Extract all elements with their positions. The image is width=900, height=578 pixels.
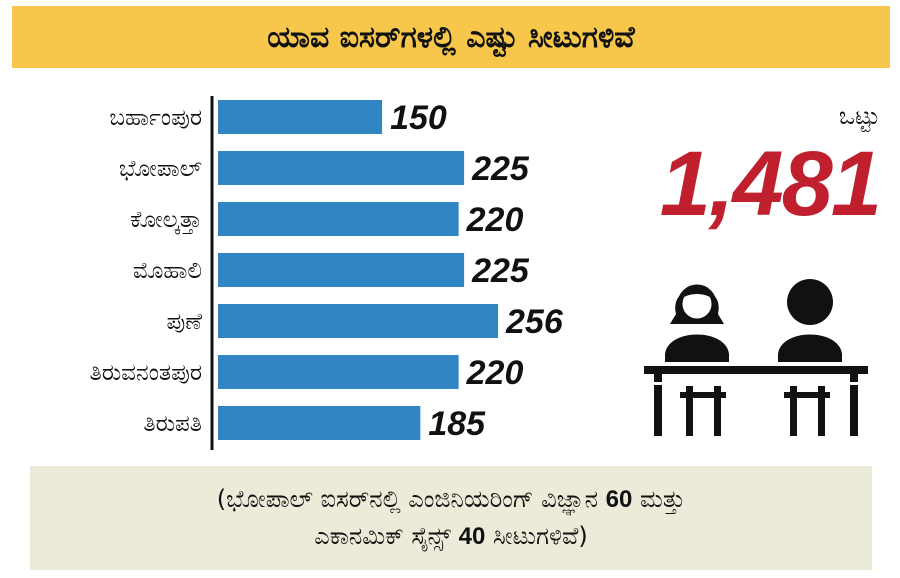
bar [218, 151, 465, 185]
bar [218, 100, 383, 134]
category-label: ಮೊಹಾಲಿ [133, 258, 202, 284]
note-text: (ಭೋಪಾಲ್ ಐಸರ್‌ನಲ್ಲಿ ಎಂಜಿನಿಯರಿಂಗ್ ವಿಜ್ಞಾನ [216, 484, 606, 513]
note-box: (ಭೋಪಾಲ್ ಐಸರ್‌ನಲ್ಲಿ ಎಂಜಿನಿಯರಿಂಗ್ ವಿಜ್ಞಾನ … [30, 466, 872, 570]
category-label: ಪುಣೆ [167, 309, 203, 335]
boy-student-icon [778, 279, 842, 362]
category-label: ಕೋಲ್ಕತ್ತಾ [130, 207, 202, 234]
data-label: 150 [390, 99, 447, 137]
category-label: ತಿರುವನಂತಪುರ [90, 360, 203, 386]
category-label: ತಿರುಪತಿ [143, 411, 202, 437]
category-label: ಬರ್ಹಾಂಪುರ [109, 105, 202, 131]
note-number: 40 [458, 523, 486, 550]
total-label: ಒಟ್ಟು [838, 102, 880, 130]
category-label: ಭೋಪಾಲ್ [119, 156, 202, 182]
chart-title: ಯಾವ ಐಸರ್‌ಗಳಲ್ಲಿ ಎಷ್ಟು ಸೀಟುಗಳಿವೆ [267, 19, 635, 55]
data-label: 225 [471, 252, 530, 290]
data-label: 225 [471, 150, 530, 188]
data-label: 185 [428, 405, 486, 443]
note-line-1: (ಭೋಪಾಲ್ ಐಸರ್‌ನಲ್ಲಿ ಎಂಜಿನಿಯರಿಂಗ್ ವಿಜ್ಞಾನ … [217, 481, 685, 518]
data-label: 220 [466, 201, 524, 239]
girl-student-icon [665, 284, 729, 362]
students-at-desks-illustration [644, 279, 868, 436]
bar [218, 202, 459, 236]
data-label: 220 [466, 354, 524, 392]
total-value: 1,481 [659, 133, 882, 235]
bar [218, 355, 459, 389]
bar [218, 304, 498, 338]
note-text: ಸೀಟುಗಳಿವೆ) [485, 522, 588, 550]
bar-chart: ಬರ್ಹಾಂಪುರ 150 ಭೋಪಾಲ್ 225 ಕೋಲ್ಕತ್ತಾ 220 ಮೊಹಾಲಿ 2… [90, 96, 564, 450]
data-label: 256 [505, 303, 564, 341]
note-line-2: ಎಕಾನಮಿಕ್ ಸೈನ್ಸ್ 40 ಸೀಟುಗಳಿವೆ) [314, 518, 588, 555]
bar [218, 253, 465, 287]
note-number: 60 [605, 485, 633, 513]
bar [218, 406, 421, 440]
note-text: ಮತ್ತು [632, 484, 686, 513]
note-text: ಎಕಾನಮಿಕ್ ಸೈನ್ಸ್ [314, 522, 459, 550]
title-banner: ಯಾವ ಐಸರ್‌ಗಳಲ್ಲಿ ಎಷ್ಟು ಸೀಟುಗಳಿವೆ [12, 6, 890, 68]
desk-icon [644, 366, 868, 436]
